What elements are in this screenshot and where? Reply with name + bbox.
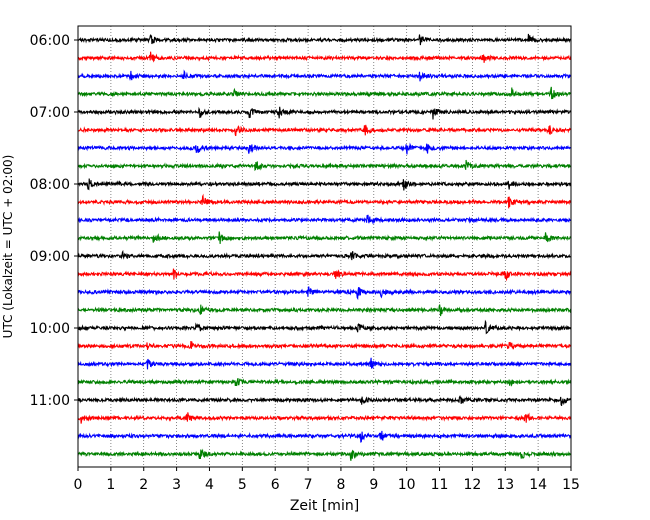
trace-line (77, 231, 572, 244)
trace-line (77, 249, 572, 261)
y-tick-label-5: 11:00 (30, 393, 70, 409)
trace-row-0630 (77, 69, 572, 82)
x-tick-label-10: 10 (398, 477, 416, 493)
trace-line (77, 412, 572, 424)
trace-line (77, 124, 572, 137)
y-tick-label-3: 09:00 (30, 249, 70, 265)
plot-frame (77, 25, 572, 468)
trace-line (77, 178, 572, 191)
trace-line (77, 214, 572, 225)
trace-line (77, 33, 572, 46)
x-tick-label-12: 12 (463, 477, 481, 493)
trace-row-1000 (77, 319, 572, 335)
trace-row-0815 (77, 193, 572, 209)
trace-row-0615 (77, 51, 572, 63)
trace-row-0845 (77, 231, 572, 244)
trace-line (77, 430, 572, 443)
x-tick-label-2: 2 (139, 477, 148, 493)
trace-row-0915 (77, 268, 572, 282)
trace-row-0700 (77, 106, 572, 120)
trace-line (77, 357, 572, 370)
trace-line (77, 448, 572, 461)
trace-line (77, 304, 572, 317)
trace-row-0600 (77, 33, 572, 46)
y-tick-label-1: 07:00 (30, 105, 70, 121)
trace-row-1115 (77, 412, 572, 424)
y-axis-label: UTC (Lokalzeit = UTC + 02:00) (1, 155, 15, 339)
trace-row-1145 (77, 448, 572, 461)
trace-line (77, 395, 572, 407)
x-tick-label-5: 5 (238, 477, 247, 493)
trace-rows (77, 33, 572, 461)
trace-row-1015 (77, 340, 572, 350)
x-axis-ticks: 0 1 2 3 4 5 6 7 8 9 10 11 12 13 14 15 (74, 467, 580, 493)
x-tick-label-8: 8 (336, 477, 345, 493)
y-tick-label-4: 10:00 (30, 321, 70, 337)
trace-line (77, 86, 572, 100)
trace-line (77, 106, 572, 120)
trace-line (77, 319, 572, 335)
trace-row-0930 (77, 286, 572, 301)
trace-row-0645 (77, 86, 572, 100)
x-tick-label-13: 13 (496, 477, 514, 493)
x-tick-label-7: 7 (304, 477, 313, 493)
trace-row-1030 (77, 357, 572, 370)
trace-line (77, 286, 572, 301)
trace-line (77, 69, 572, 82)
trace-row-0745 (78, 159, 572, 172)
x-tick-label-3: 3 (172, 477, 181, 493)
y-axis-ticks: 06:00 07:00 08:00 09:00 10:00 11:00 (30, 33, 78, 409)
y-tick-label-2: 08:00 (30, 177, 70, 193)
trace-row-1130 (77, 430, 572, 443)
trace-line (77, 193, 572, 209)
trace-line (77, 340, 572, 350)
x-tick-label-0: 0 (74, 477, 83, 493)
trace-row-1045 (77, 377, 572, 387)
x-tick-label-1: 1 (106, 477, 115, 493)
trace-row-0800 (77, 178, 572, 191)
trace-line (77, 51, 572, 63)
trace-row-0715 (77, 124, 572, 137)
x-tick-label-14: 14 (529, 477, 547, 493)
x-tick-label-11: 11 (431, 477, 449, 493)
x-axis-label: Zeit [min] (290, 498, 359, 514)
trace-line (77, 268, 572, 282)
trace-line (77, 377, 572, 387)
x-tick-label-6: 6 (271, 477, 280, 493)
trace-row-0730 (77, 142, 572, 155)
trace-line (78, 159, 572, 172)
x-tick-label-4: 4 (205, 477, 214, 493)
x-tick-label-9: 9 (369, 477, 378, 493)
trace-row-0830 (77, 214, 572, 225)
trace-row-0900 (77, 249, 572, 261)
trace-line (77, 142, 572, 155)
trace-row-0945 (77, 304, 572, 317)
y-tick-label-0: 06:00 (30, 33, 70, 49)
x-tick-label-15: 15 (562, 477, 580, 493)
trace-row-1100 (77, 395, 572, 407)
